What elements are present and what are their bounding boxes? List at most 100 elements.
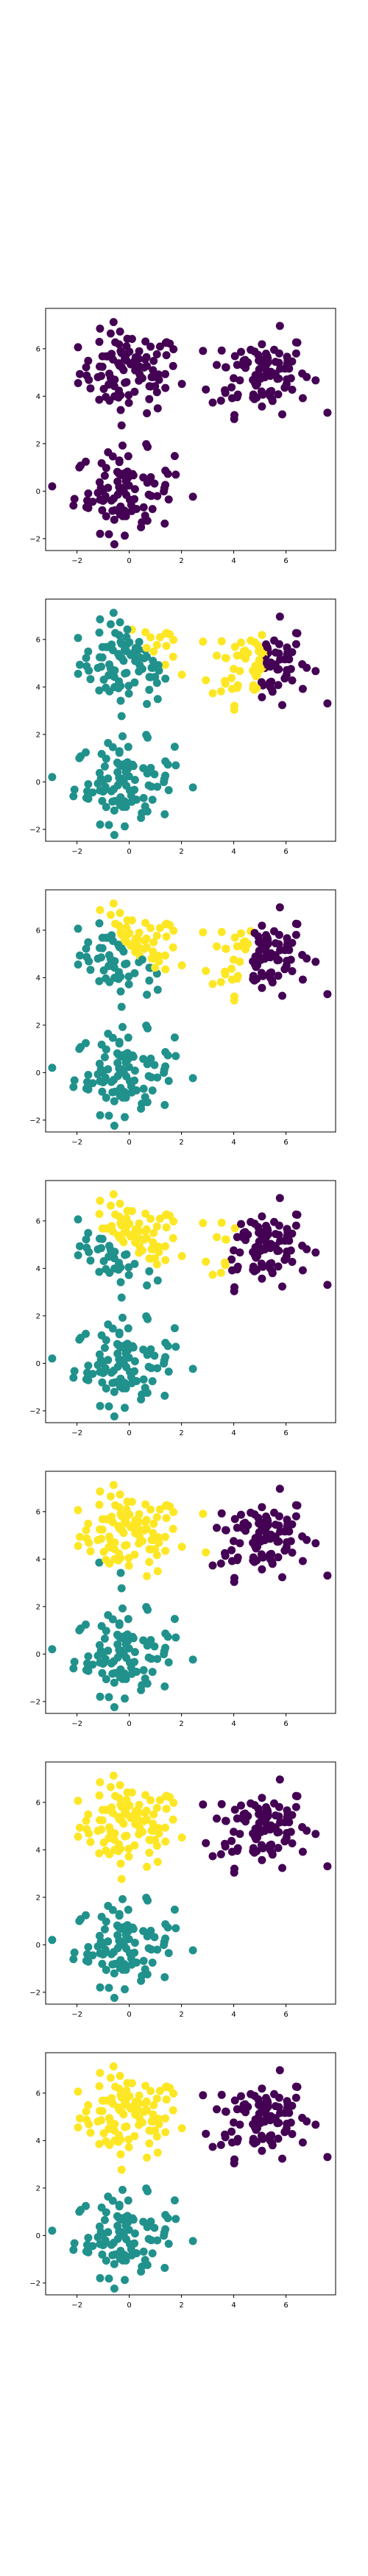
data-point bbox=[291, 1802, 300, 1811]
data-point bbox=[270, 1217, 278, 1226]
data-point bbox=[116, 1382, 124, 1391]
data-point bbox=[82, 944, 91, 953]
data-point bbox=[102, 1675, 110, 1683]
data-point bbox=[236, 1539, 244, 1548]
data-point bbox=[130, 1259, 139, 1268]
data-point bbox=[258, 1503, 266, 1512]
data-point bbox=[84, 489, 93, 498]
data-point bbox=[74, 1542, 82, 1550]
data-point bbox=[311, 667, 320, 676]
data-point bbox=[124, 398, 133, 407]
data-point bbox=[255, 663, 264, 672]
data-point bbox=[116, 618, 124, 626]
x-tick-label: 0 bbox=[127, 2301, 131, 2310]
data-point bbox=[143, 1680, 152, 1688]
x-tick-label: −2 bbox=[71, 557, 82, 565]
data-point bbox=[123, 1206, 132, 1215]
data-point bbox=[163, 1923, 172, 1932]
data-point bbox=[94, 2300, 102, 2308]
data-point bbox=[221, 1842, 230, 1851]
data-point bbox=[288, 1839, 297, 1847]
data-point bbox=[95, 1210, 104, 1218]
data-point bbox=[95, 1931, 104, 1940]
data-point bbox=[82, 952, 91, 961]
x-tick-label: 2 bbox=[179, 557, 183, 565]
data-point bbox=[188, 1946, 197, 1955]
y-tick-label: 4 bbox=[36, 1556, 40, 1564]
y-tick-label: 4 bbox=[36, 2137, 40, 2145]
data-point bbox=[97, 1912, 106, 1921]
data-point bbox=[152, 640, 161, 649]
data-point bbox=[110, 494, 118, 503]
data-point bbox=[153, 986, 162, 994]
data-point bbox=[162, 351, 171, 360]
data-point bbox=[274, 972, 283, 980]
data-point bbox=[217, 927, 226, 936]
data-point bbox=[102, 1846, 110, 1855]
data-point bbox=[131, 353, 140, 361]
data-point bbox=[149, 2101, 158, 2109]
data-point bbox=[138, 665, 146, 673]
data-point bbox=[298, 1242, 307, 1250]
data-point bbox=[122, 2094, 131, 2103]
data-point bbox=[283, 2120, 291, 2128]
data-point bbox=[276, 1527, 285, 1536]
data-point bbox=[150, 770, 159, 779]
data-point bbox=[291, 1791, 300, 1800]
data-point bbox=[271, 648, 280, 657]
axes-frame bbox=[45, 1180, 336, 1423]
data-point bbox=[143, 2106, 151, 2115]
data-point bbox=[97, 662, 105, 671]
data-point bbox=[257, 387, 266, 396]
data-point bbox=[97, 1040, 106, 1049]
data-point bbox=[216, 396, 225, 405]
data-point bbox=[82, 1534, 91, 1543]
data-point bbox=[116, 2135, 125, 2144]
data-point bbox=[216, 1268, 225, 1277]
data-point bbox=[276, 2109, 285, 2117]
data-point bbox=[84, 647, 93, 656]
data-point bbox=[149, 1529, 158, 1538]
data-point bbox=[123, 1921, 132, 1930]
data-point bbox=[160, 1100, 169, 1109]
data-point bbox=[298, 2114, 307, 2122]
data-point bbox=[241, 2100, 250, 2109]
data-point bbox=[99, 1950, 108, 1958]
data-point bbox=[271, 358, 280, 367]
data-point bbox=[123, 625, 132, 634]
data-point bbox=[227, 2127, 236, 2136]
data-point bbox=[118, 732, 127, 740]
data-point bbox=[141, 1791, 150, 1800]
x-tick-label: 0 bbox=[127, 1139, 131, 1147]
data-point bbox=[139, 1084, 148, 1093]
data-point bbox=[298, 1532, 307, 1540]
data-point bbox=[117, 421, 126, 430]
data-point bbox=[153, 782, 162, 791]
axes-frame bbox=[45, 308, 336, 551]
data-point bbox=[276, 1236, 285, 1245]
data-point bbox=[105, 2114, 113, 2123]
y-tick-label: −2 bbox=[29, 1989, 40, 1997]
data-point bbox=[124, 391, 133, 400]
data-point bbox=[116, 1091, 124, 1100]
data-point bbox=[145, 1836, 154, 1844]
data-point bbox=[95, 1267, 104, 1276]
x-tick-label: 6 bbox=[283, 1720, 288, 1728]
data-point bbox=[254, 1513, 263, 1522]
data-point bbox=[106, 329, 115, 338]
data-point bbox=[145, 673, 154, 682]
data-point bbox=[123, 2212, 132, 2221]
data-point bbox=[102, 1264, 110, 1273]
data-point bbox=[162, 1210, 171, 1219]
y-tick-label: 4 bbox=[36, 393, 40, 401]
data-point bbox=[143, 2223, 152, 2232]
data-point bbox=[162, 1791, 171, 1800]
data-point bbox=[86, 1838, 95, 1847]
data-point bbox=[104, 739, 113, 747]
data-point bbox=[188, 1365, 197, 1373]
data-point bbox=[253, 670, 261, 679]
data-point bbox=[278, 1864, 286, 1872]
data-point bbox=[230, 1246, 238, 1255]
data-point bbox=[160, 1391, 169, 1400]
data-point bbox=[106, 910, 115, 919]
